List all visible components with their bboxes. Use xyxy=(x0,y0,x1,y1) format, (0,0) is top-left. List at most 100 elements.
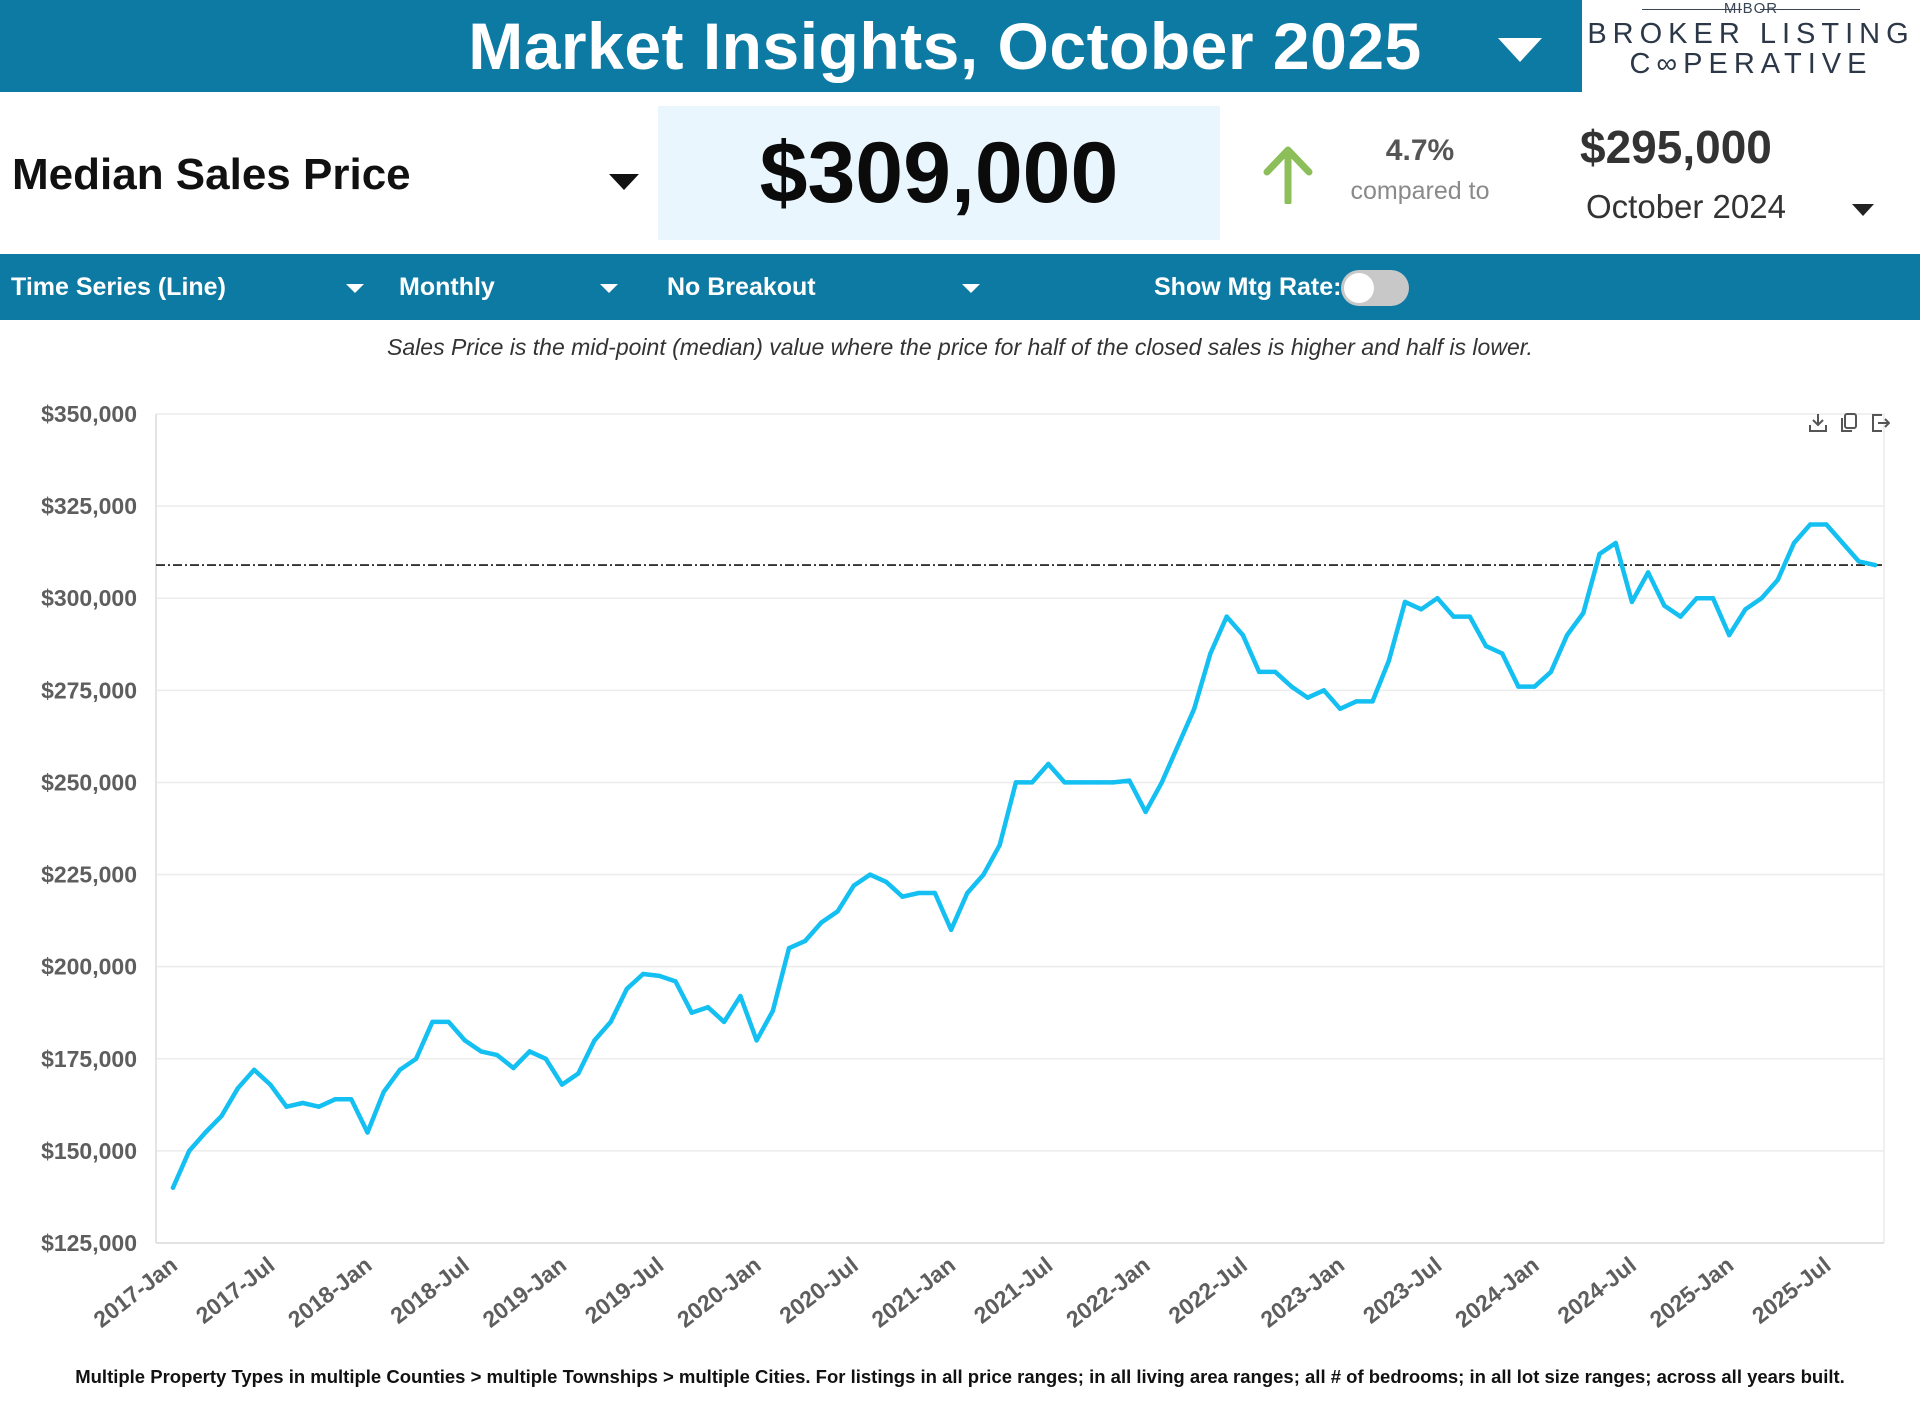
data-point[interactable] xyxy=(349,1097,354,1102)
data-point[interactable] xyxy=(981,872,986,877)
data-point[interactable] xyxy=(786,946,792,951)
data-point[interactable] xyxy=(1856,559,1862,564)
data-point[interactable] xyxy=(1402,599,1408,605)
mtg-rate-toggle[interactable] xyxy=(1341,270,1409,306)
data-point[interactable] xyxy=(1337,706,1343,711)
data-point[interactable] xyxy=(511,1065,516,1071)
data-point[interactable] xyxy=(1516,684,1521,689)
breakout-dropdown[interactable]: No Breakout xyxy=(658,254,988,320)
data-point[interactable] xyxy=(803,938,808,944)
data-point[interactable] xyxy=(1305,695,1310,700)
data-point[interactable] xyxy=(1743,607,1748,612)
data-point[interactable] xyxy=(397,1067,403,1073)
data-point[interactable] xyxy=(1759,596,1764,601)
data-point[interactable] xyxy=(1386,658,1392,664)
data-point[interactable] xyxy=(1094,780,1100,785)
data-point[interactable] xyxy=(1613,540,1618,546)
data-point[interactable] xyxy=(446,1019,451,1025)
export-icon[interactable] xyxy=(1870,412,1890,434)
data-point[interactable] xyxy=(608,1019,613,1025)
data-point[interactable] xyxy=(543,1056,548,1062)
download-icon[interactable] xyxy=(1808,412,1828,434)
data-point[interactable] xyxy=(1013,780,1019,785)
data-point[interactable] xyxy=(1645,570,1651,575)
data-point[interactable] xyxy=(1500,651,1505,656)
data-point[interactable] xyxy=(1224,614,1229,619)
data-point[interactable] xyxy=(430,1019,435,1025)
data-point[interactable] xyxy=(1791,540,1797,546)
data-point[interactable] xyxy=(640,971,646,977)
data-point[interactable] xyxy=(1029,780,1035,785)
data-point[interactable] xyxy=(1062,780,1067,785)
metric-selector-label[interactable]: Median Sales Price xyxy=(12,150,411,199)
data-point[interactable] xyxy=(689,1010,694,1015)
data-point[interactable] xyxy=(1532,684,1537,689)
data-point[interactable] xyxy=(381,1089,386,1095)
data-point[interactable] xyxy=(705,1005,711,1010)
data-point[interactable] xyxy=(495,1052,500,1058)
data-point[interactable] xyxy=(948,927,954,932)
data-point[interactable] xyxy=(478,1049,484,1054)
data-point[interactable] xyxy=(1192,706,1197,711)
data-point[interactable] xyxy=(738,993,743,999)
data-point[interactable] xyxy=(365,1130,370,1135)
data-point[interactable] xyxy=(997,842,1002,848)
period-dropdown-caret-icon[interactable] xyxy=(1498,38,1542,62)
data-point[interactable] xyxy=(1208,651,1213,656)
data-point[interactable] xyxy=(867,872,873,877)
data-point[interactable] xyxy=(559,1082,565,1087)
data-point[interactable] xyxy=(884,879,889,885)
data-point[interactable] xyxy=(1694,596,1699,601)
chart-type-dropdown[interactable]: Time Series (Line) xyxy=(0,254,372,320)
data-point[interactable] xyxy=(754,1038,759,1043)
data-point[interactable] xyxy=(1175,743,1181,748)
interval-dropdown[interactable]: Monthly xyxy=(390,254,630,320)
data-point[interactable] xyxy=(1240,632,1246,638)
data-point[interactable] xyxy=(1483,643,1489,649)
data-point[interactable] xyxy=(1872,562,1878,568)
data-point[interactable] xyxy=(170,1185,176,1190)
data-point[interactable] xyxy=(1321,688,1327,693)
data-point[interactable] xyxy=(770,1008,775,1014)
data-point[interactable] xyxy=(624,986,630,991)
comparison-period-selector[interactable]: October 2024 xyxy=(1586,188,1786,225)
data-point[interactable] xyxy=(1078,780,1084,785)
data-point[interactable] xyxy=(1629,599,1635,605)
data-point[interactable] xyxy=(268,1082,273,1087)
data-point[interactable] xyxy=(1775,577,1781,582)
data-point[interactable] xyxy=(576,1071,581,1076)
data-point[interactable] xyxy=(1127,778,1132,783)
data-point[interactable] xyxy=(1467,614,1473,619)
data-point[interactable] xyxy=(965,890,970,896)
data-point[interactable] xyxy=(1354,699,1359,704)
data-point[interactable] xyxy=(1840,540,1845,546)
data-point[interactable] xyxy=(187,1148,192,1154)
data-point[interactable] xyxy=(1256,669,1262,675)
data-point[interactable] xyxy=(721,1019,727,1025)
data-point[interactable] xyxy=(1273,669,1278,675)
comparison-period-caret-icon[interactable] xyxy=(1852,204,1874,216)
data-point[interactable] xyxy=(1581,610,1586,616)
data-point[interactable] xyxy=(316,1104,322,1109)
data-point[interactable] xyxy=(1435,596,1440,601)
data-point[interactable] xyxy=(1597,551,1602,557)
data-point[interactable] xyxy=(657,973,662,979)
data-point[interactable] xyxy=(1370,699,1375,704)
data-point[interactable] xyxy=(819,920,824,925)
data-point[interactable] xyxy=(1451,614,1456,619)
data-point[interactable] xyxy=(1159,780,1165,785)
data-point[interactable] xyxy=(835,909,840,914)
data-point[interactable] xyxy=(900,894,905,899)
data-point[interactable] xyxy=(592,1038,597,1043)
data-point[interactable] xyxy=(1710,596,1716,601)
data-point[interactable] xyxy=(673,979,678,984)
data-point[interactable] xyxy=(916,890,921,896)
data-point[interactable] xyxy=(462,1038,467,1043)
data-point[interactable] xyxy=(284,1104,289,1109)
data-point[interactable] xyxy=(1824,522,1829,527)
data-point[interactable] xyxy=(932,890,938,896)
data-point[interactable] xyxy=(1289,684,1294,689)
data-point[interactable] xyxy=(527,1049,532,1054)
data-point[interactable] xyxy=(300,1100,305,1106)
data-point[interactable] xyxy=(1678,614,1683,619)
